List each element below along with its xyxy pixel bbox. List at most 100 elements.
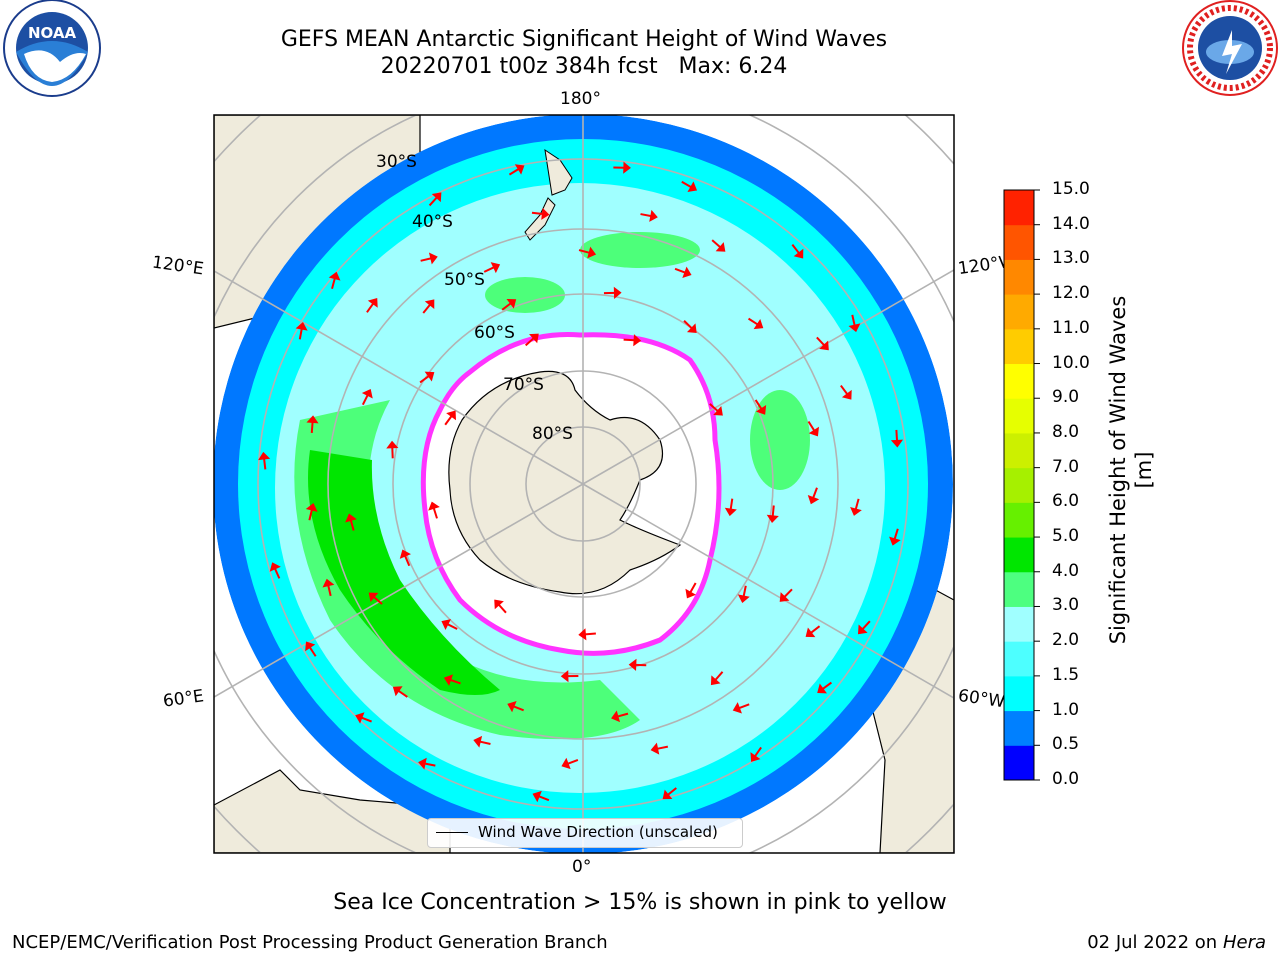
wind-wave-arrowhead xyxy=(649,209,658,222)
footer-date-text: 02 Jul 2022 on xyxy=(1087,932,1223,953)
wind-wave-arrow xyxy=(816,336,826,347)
wind-wave-arrowhead xyxy=(424,299,435,310)
colorbar-tick-label: 0.5 xyxy=(1052,734,1080,755)
wind-wave-arrowhead xyxy=(633,334,642,347)
colorbar-tick-label: 10.0 xyxy=(1052,352,1090,373)
wind-wave-arrow xyxy=(893,528,899,540)
colorbar-tick-label: 5.0 xyxy=(1052,526,1080,547)
wind-wave-arrowhead xyxy=(779,592,790,602)
footer-credit: NCEP/EMC/Verification Post Processing Pr… xyxy=(12,932,608,953)
wind-wave-arrowhead xyxy=(418,757,427,770)
noaa-logo: NOAA xyxy=(3,0,101,97)
wind-wave-arrow xyxy=(366,302,375,313)
wind-wave-arrowhead xyxy=(295,322,308,331)
wind-wave-arrow xyxy=(754,746,762,758)
wind-wave-arrowhead xyxy=(662,789,673,800)
wind-wave-arrow xyxy=(444,415,453,426)
wind-wave-arrowhead xyxy=(392,686,403,697)
wind-wave-arrowhead xyxy=(650,742,660,755)
wind-wave-arrowhead xyxy=(428,252,438,265)
wind-wave-arrow xyxy=(623,338,635,342)
wind-wave-arrow xyxy=(428,196,438,207)
wind-wave-arrowhead xyxy=(890,439,904,448)
colorbar-segment xyxy=(1004,710,1034,746)
colorbar-segment xyxy=(1004,606,1034,642)
wind-wave-arrowhead xyxy=(507,700,517,713)
colorbar-tick-label: 4.0 xyxy=(1052,560,1080,581)
wind-wave-arrow xyxy=(667,787,677,796)
colorbar-tick-label: 1.5 xyxy=(1052,664,1080,685)
sea-ice-caption: Sea Ice Concentration > 15% is shown in … xyxy=(333,890,947,915)
wind-wave-arrow xyxy=(513,705,525,712)
colorbar-tick-label: 8.0 xyxy=(1052,421,1080,442)
map-legend: Wind Wave Direction (unscaled) xyxy=(427,818,743,848)
wind-wave-arrow xyxy=(525,337,535,347)
wind-wave-arrowhead xyxy=(819,340,829,351)
lat-label-80s: 80°S xyxy=(532,424,573,444)
wind-wave-arrowhead xyxy=(623,161,631,174)
wind-wave-arrow xyxy=(567,759,579,765)
wind-wave-arrowhead xyxy=(817,683,827,694)
wind-wave-arrow xyxy=(821,681,832,690)
wind-wave-arrowhead xyxy=(355,712,365,724)
footer-host: Hera xyxy=(1222,932,1266,953)
wind-wave-arrow xyxy=(479,740,491,745)
colorbar-segment xyxy=(1004,537,1034,573)
wind-wave-arrowhead xyxy=(473,735,483,748)
wind-wave-arrowhead xyxy=(560,670,569,683)
colorbar-segment xyxy=(1004,398,1034,434)
plot-subtitle: 20220701 t00z 384h fcst Max: 6.24 xyxy=(380,54,788,79)
wind-wave-arrow xyxy=(656,745,669,750)
wind-wave-arrowhead xyxy=(715,242,726,252)
wind-wave-arrowhead xyxy=(766,514,779,523)
colorbar-tick-label: 2.0 xyxy=(1052,630,1080,651)
wind-wave-arrow xyxy=(683,320,693,330)
lat-label-60s: 60°S xyxy=(474,323,515,343)
wind-wave-arrow xyxy=(689,582,697,594)
colorbar-tick-label: 14.0 xyxy=(1052,213,1090,234)
wind-wave-arrowhead xyxy=(724,507,737,517)
lon-label-180: 180° xyxy=(560,89,601,109)
wind-wave-arrowhead xyxy=(710,675,721,686)
colorbar-segment xyxy=(1004,328,1034,365)
wind-wave-arrow xyxy=(840,384,849,395)
wind-wave-arrow xyxy=(432,507,438,519)
wind-wave-arrowhead xyxy=(328,271,341,281)
wind-wave-arrowhead xyxy=(441,619,451,630)
colorbar-segment xyxy=(1004,190,1034,226)
wind-wave-arrowhead xyxy=(532,790,542,803)
wind-wave-arrow xyxy=(674,267,686,274)
wind-wave-arrow xyxy=(483,266,495,273)
lat-label-70s: 70°S xyxy=(503,375,544,395)
wind-wave-arrowhead xyxy=(793,248,804,259)
lat-label-40s: 40°S xyxy=(412,212,453,232)
wind-wave-arrowhead xyxy=(446,410,457,421)
wind-wave-arrowhead xyxy=(685,588,696,599)
wind-wave-arrowhead xyxy=(732,702,742,714)
colorbar-segment xyxy=(1004,502,1034,538)
wind-wave-arrow xyxy=(709,403,719,412)
wind-wave-arrow xyxy=(738,703,750,710)
wind-wave-arrowhead xyxy=(305,503,318,512)
footer-date: 02 Jul 2022 on Hera xyxy=(1087,932,1266,953)
wind-wave-arrow xyxy=(446,623,458,630)
wind-wave-arrow xyxy=(851,314,856,326)
wind-wave-arrowhead xyxy=(322,578,335,588)
wind-wave-arrow xyxy=(361,394,369,406)
wind-wave-arrow xyxy=(422,303,431,314)
wind-wave-arrow xyxy=(420,257,432,262)
wind-wave-arrow xyxy=(298,328,303,340)
wind-wave-arrow xyxy=(349,519,355,531)
wind-wave-arrowhead xyxy=(541,207,550,220)
wind-wave-arrowhead xyxy=(258,451,271,461)
wind-wave-arrowhead xyxy=(269,562,281,572)
wind-wave-arrow xyxy=(449,678,461,685)
wind-wave-arrowhead xyxy=(755,405,767,415)
colorbar-segment xyxy=(1004,641,1034,677)
wind-wave-arrow xyxy=(310,421,314,433)
wind-wave-arrow xyxy=(771,505,775,517)
wind-wave-arrowhead xyxy=(490,262,501,274)
wind-wave-arrowhead xyxy=(737,594,750,604)
wind-wave-arrowhead xyxy=(848,323,861,333)
colorbar-segment xyxy=(1004,259,1034,295)
